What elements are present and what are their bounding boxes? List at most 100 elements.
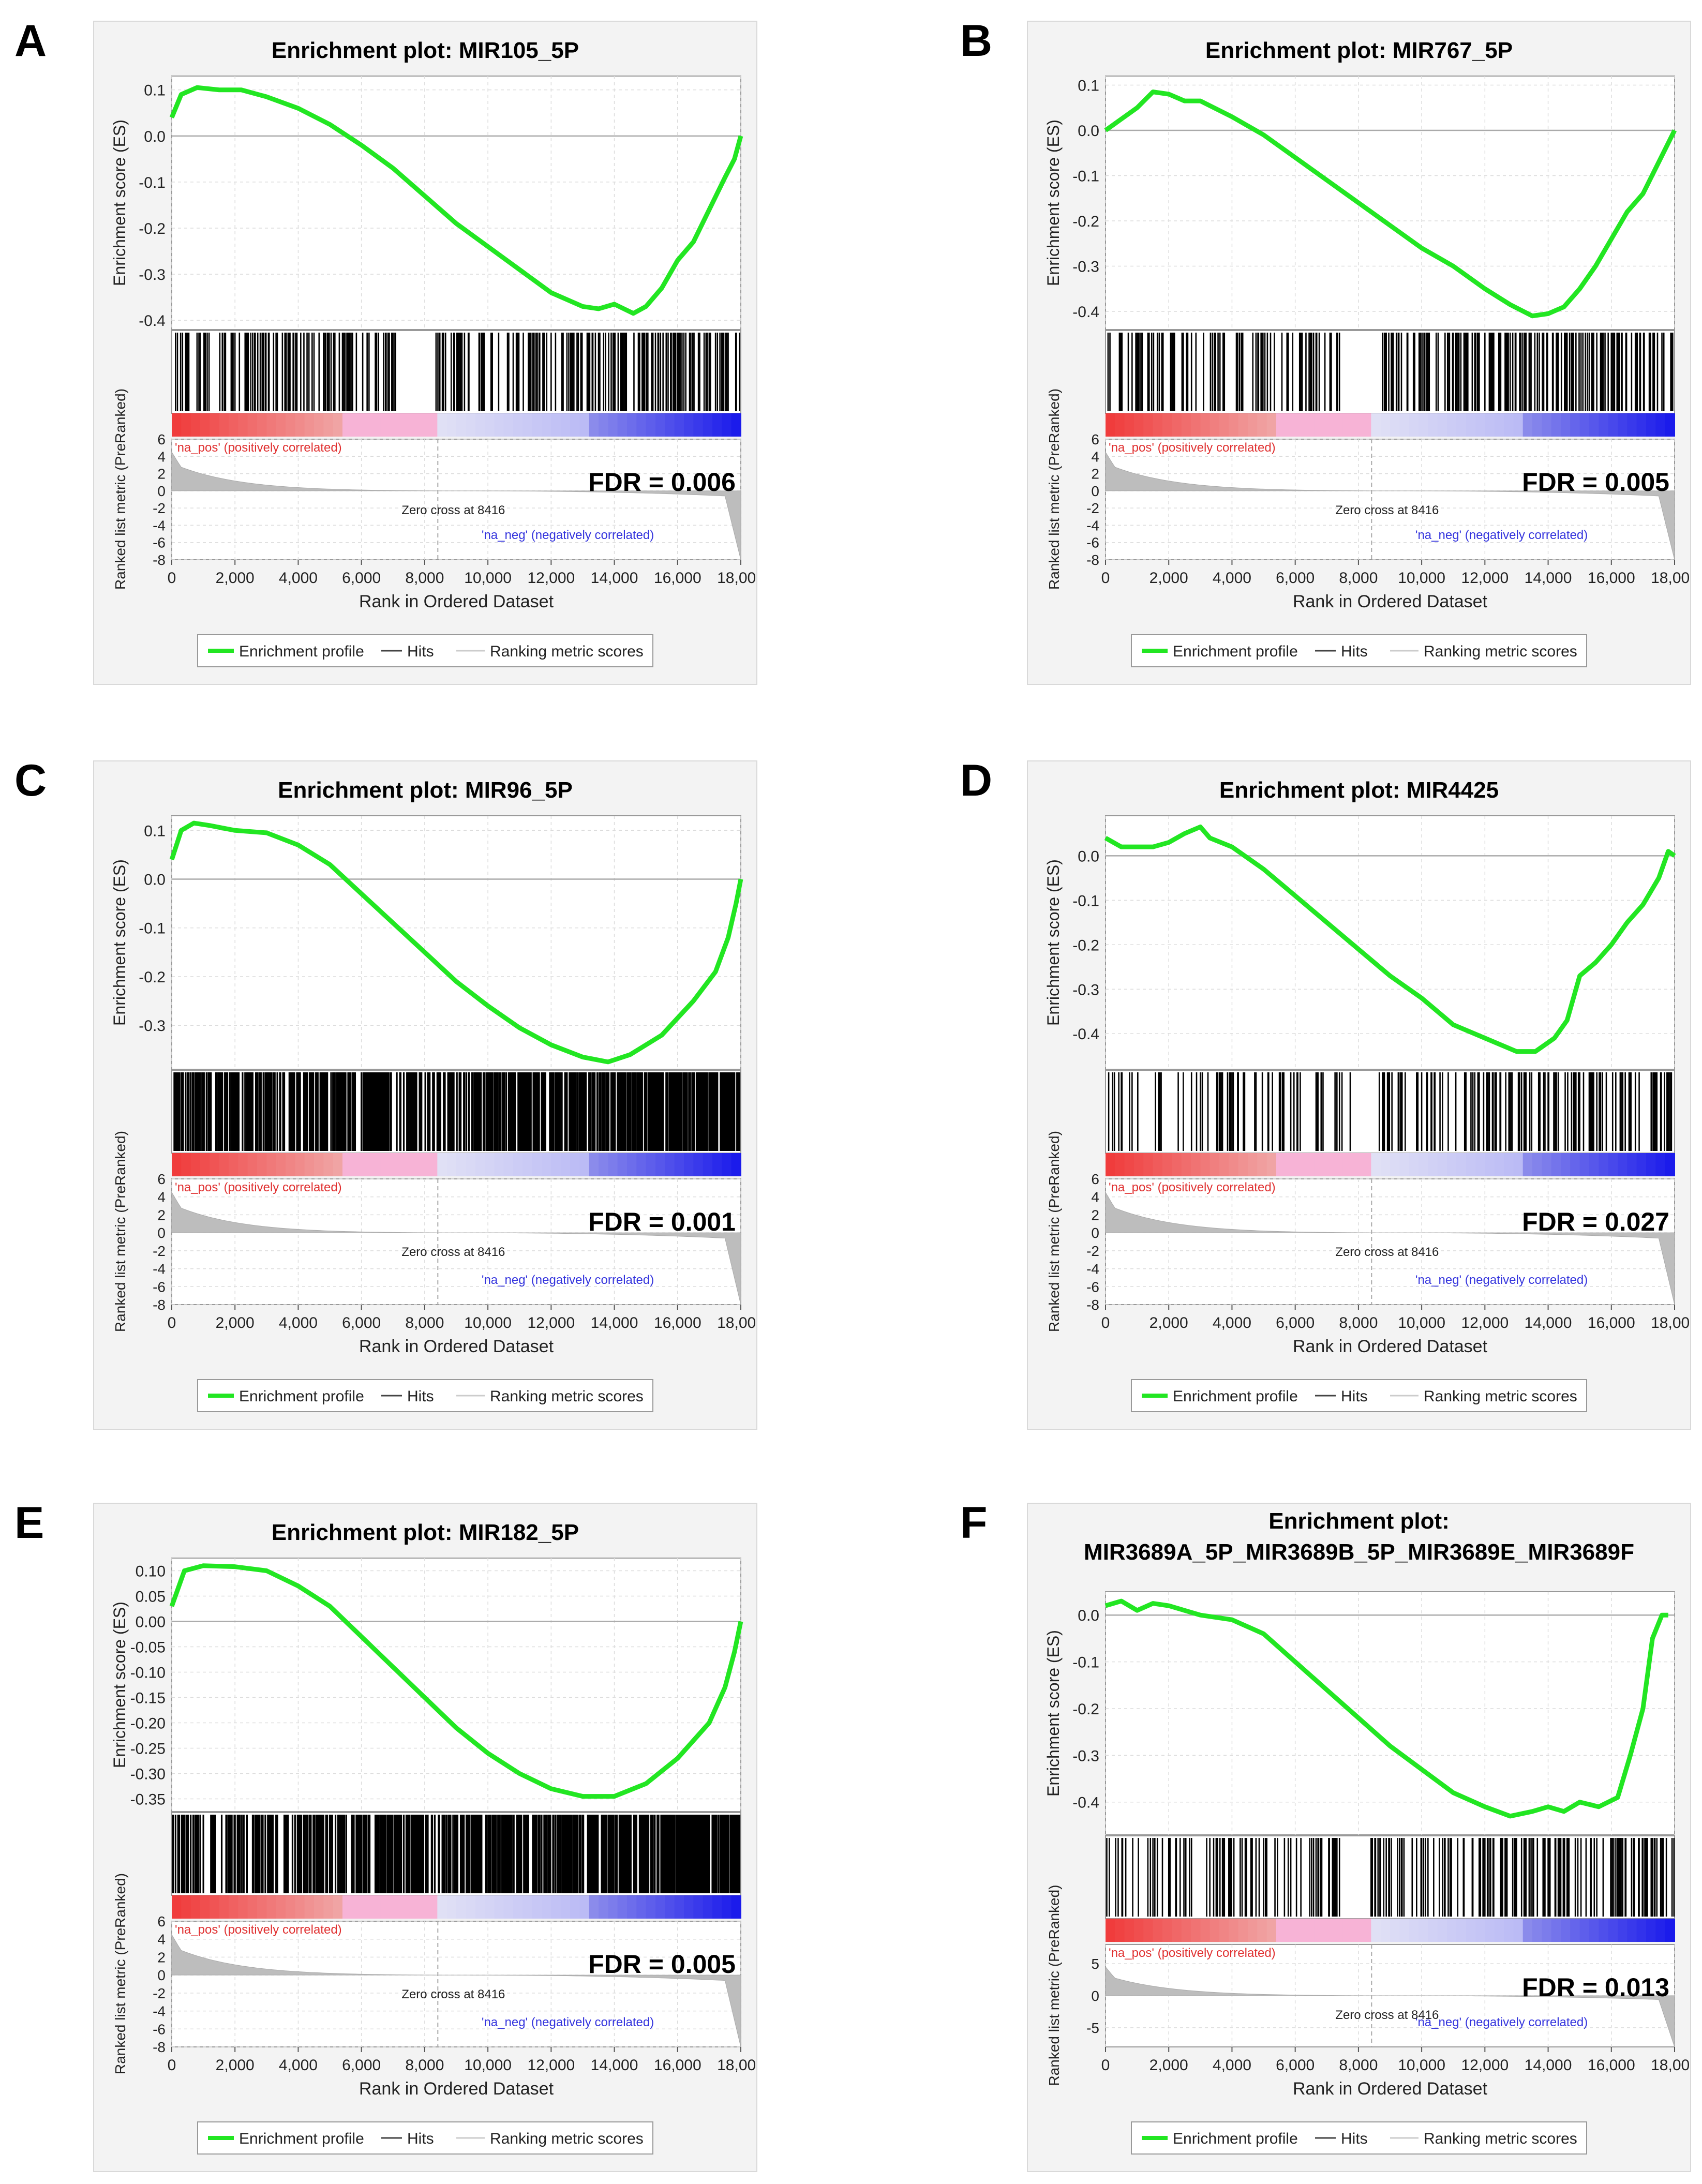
x-tick-label: 2,000 (1149, 1314, 1188, 1332)
heat-strip-cell (1305, 413, 1315, 437)
heat-strip-cell (1342, 1153, 1353, 1176)
heat-strip-cell (1665, 413, 1675, 437)
heat-strip-cell (342, 413, 353, 437)
es-tick-label: 0.1 (144, 822, 166, 840)
heat-strip-cell (589, 1153, 599, 1176)
x-axis-label: Rank in Ordered Dataset (1293, 1337, 1488, 1356)
es-tick-label: -0.2 (1072, 1701, 1099, 1718)
heat-strip-cell (437, 1895, 447, 1919)
heat-strip-cell (1342, 413, 1353, 437)
x-tick-label: 12,000 (527, 1314, 575, 1332)
heat-strip-cell (731, 1153, 741, 1176)
plot-title: Enrichment plot: (1268, 1508, 1450, 1534)
heat-strip-cell (1219, 1153, 1230, 1176)
heat-strip-cell (409, 1153, 419, 1176)
heat-strip-cell (494, 1153, 504, 1176)
heat-strip-cell (1618, 1919, 1628, 1942)
heat-strip-cell (380, 413, 391, 437)
heat-strip-cell (617, 1895, 628, 1919)
heat-strip-cell (674, 1153, 684, 1176)
heat-strip-cell (1399, 1153, 1410, 1176)
heat-strip-cell (333, 1895, 343, 1919)
metric-tick-label: 2 (1091, 466, 1099, 482)
heat-strip-cell (1655, 1919, 1666, 1942)
heat-strip-cell (304, 413, 315, 437)
heat-strip-cell (352, 413, 362, 437)
enrichment-plot-d-svg: Enrichment plot: MIR4425 0.0 -0.1 -0.2 -0.3 -… (1044, 777, 1698, 1412)
heat-strip-cell (342, 1895, 353, 1919)
heat-strip-cell (655, 413, 666, 437)
enrichment-plot-c: Enrichment plot: MIR96_5P 0.1 0.0 -0.1 -0.2 -… (93, 760, 765, 1430)
enrichment-plot-a: Enrichment plot: MIR105_5P 0.1 0.0 -0.1 -0.2… (93, 21, 765, 685)
heat-strip-cell (1200, 413, 1211, 437)
heat-strip-cell (181, 1895, 191, 1919)
heat-strip-cell (295, 1895, 305, 1919)
enrichment-plot-a-svg: Enrichment plot: MIR105_5P 0.1 0.0 -0.1 -0.2… (110, 38, 765, 667)
heat-strip-cell (1522, 413, 1533, 437)
heat-strip-cell (390, 1153, 400, 1176)
x-tick-label: 16,000 (654, 2057, 701, 2074)
es-plot-area (171, 815, 741, 1070)
positive-correlation-label: 'na_pos' (positively correlated) (175, 1923, 342, 1937)
metric-tick-label: -4 (1086, 517, 1099, 533)
metric-tick-label: -6 (1086, 535, 1099, 551)
metric-tick-label: -2 (153, 1985, 166, 2001)
heat-strip-cell (1323, 413, 1334, 437)
heat-strip-cell (608, 1153, 618, 1176)
x-tick-label: 18,000 (717, 1314, 756, 1332)
heat-strip-cell (627, 1895, 637, 1919)
heat-strip-cell (266, 1153, 277, 1176)
heat-strip-cell (684, 1153, 694, 1176)
heat-strip-cell (229, 1153, 239, 1176)
heat-strip-cell (295, 1153, 305, 1176)
heat-strip-cell (1371, 413, 1381, 437)
x-tick-label: 6,000 (1276, 1314, 1315, 1332)
x-tick-label: 8,000 (1339, 570, 1378, 587)
heat-strip-cell (475, 1895, 485, 1919)
metric-tick-label: 2 (157, 1207, 166, 1223)
heat-strip-cell (665, 1153, 675, 1176)
heat-strip-cell (522, 1895, 533, 1919)
x-tick-label: 8,000 (1339, 1314, 1378, 1332)
heat-strip-cell (437, 1153, 447, 1176)
heat-strip-cell (608, 413, 618, 437)
heat-strip-cell (1229, 413, 1239, 437)
es-tick-label: -0.4 (1072, 1794, 1099, 1812)
heat-strip-cell (627, 413, 637, 437)
heat-strip-cell (579, 413, 590, 437)
plot-title: Enrichment plot: MIR105_5P (272, 38, 579, 63)
heat-strip-cell (712, 413, 723, 437)
heat-strip-cell (1428, 1153, 1438, 1176)
metric-tick-label: -8 (1086, 1297, 1099, 1313)
heat-strip-cell (608, 1895, 618, 1919)
es-tick-label: -0.3 (1072, 981, 1099, 998)
metric-plot-area (1105, 1178, 1675, 1305)
heat-strip-cell (352, 1153, 362, 1176)
legend-profile-label: Enrichment profile (239, 2130, 364, 2147)
heat-strip-cell (1352, 1153, 1362, 1176)
heat-strip-cell (210, 1153, 220, 1176)
heat-strip-cell (485, 1153, 495, 1176)
heat-strip-cell (371, 1153, 381, 1176)
heat-strip-cell (1257, 413, 1267, 437)
positive-correlation-label: 'na_pos' (positively correlated) (1109, 1946, 1276, 1960)
heat-strip-cell (314, 1895, 324, 1919)
x-tick-label: 6,000 (342, 1314, 381, 1332)
legend-hits-label: Hits (407, 643, 434, 660)
heat-strip-cell (1276, 1153, 1287, 1176)
heat-strip-cell (1579, 413, 1590, 437)
es-tick-label: -0.20 (130, 1715, 166, 1732)
x-tick-label: 12,000 (1461, 570, 1509, 587)
heat-strip-cell (646, 413, 656, 437)
heat-strip-cell (418, 413, 428, 437)
heat-strip-cell (589, 413, 599, 437)
enrichment-plot-e-svg: Enrichment plot: MIR182_5P 0.10 0.05 0.00 -0… (110, 1520, 765, 2155)
heat-strip-cell (1333, 1919, 1343, 1942)
heat-strip-cell (665, 1895, 675, 1919)
metric-tick-label: -6 (153, 2021, 166, 2037)
x-tick-label: 2,000 (216, 570, 255, 587)
es-tick-label: -0.1 (139, 174, 166, 191)
positive-correlation-label: 'na_pos' (positively correlated) (1109, 441, 1276, 455)
es-tick-label: 0.1 (144, 82, 166, 99)
es-axis-label: Enrichment score (ES) (1044, 119, 1063, 286)
